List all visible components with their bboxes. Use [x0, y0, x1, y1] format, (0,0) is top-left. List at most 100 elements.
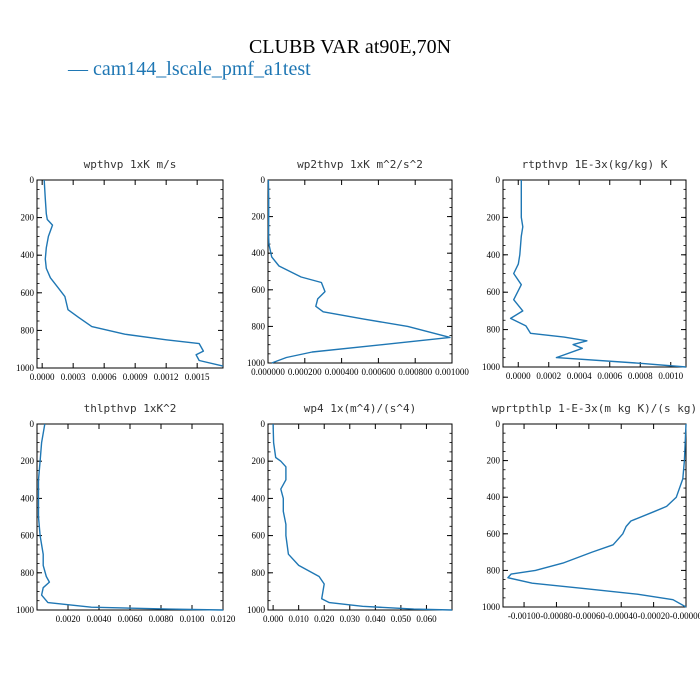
plot-frame — [502, 179, 687, 368]
x-tick-label: 0.000200 — [288, 367, 322, 377]
legend-entry: — cam144_lscale_pmf_a1test — [68, 58, 311, 81]
series-line — [43, 179, 224, 367]
x-tick-label: 0.0006 — [597, 371, 622, 381]
x-tick-label: 0.0002 — [536, 371, 561, 381]
y-tick-label: 200 — [252, 212, 266, 222]
y-tick-label: 1000 — [482, 362, 501, 372]
x-tick-label: 0.0006 — [92, 372, 117, 382]
y-tick-label: 0 — [496, 419, 501, 429]
y-tick-label: 400 — [487, 492, 501, 502]
x-tick-label: 0.000600 — [362, 367, 396, 377]
chart-title: wprtpthlp 1-E-3x(m kg K)/(s kg) — [492, 402, 697, 415]
y-tick-label: 800 — [21, 325, 35, 335]
series-line — [37, 423, 224, 611]
page-title: CLUBB VAR at90E,70N — [248, 36, 452, 58]
chart-3: rtpthvp 1E-3x(kg/kg) K 0 200 400 600 800 1000 0… — [482, 158, 687, 381]
y-tick-label: 200 — [21, 213, 35, 223]
y-tick-label: 800 — [21, 568, 35, 578]
chart-title: wp4 1x(m^4)/(s^4) — [304, 402, 417, 415]
y-tick-label: 200 — [252, 456, 266, 466]
y-tick-label: 0 — [261, 175, 266, 185]
y-tick-label: 400 — [487, 250, 501, 260]
y-tick-label: 1000 — [16, 363, 35, 373]
x-tick-label: 0.050 — [391, 614, 412, 624]
x-tick-label: 0.0003 — [61, 372, 86, 382]
legend-series-name: cam144_lscale_pmf_a1test — [93, 58, 311, 80]
x-tick-label: 0.000000 — [251, 367, 285, 377]
y-tick-label: 600 — [252, 285, 266, 295]
y-tick-label: 200 — [487, 212, 501, 222]
series-line — [509, 180, 687, 368]
x-tick-label: 0.0040 — [87, 614, 112, 624]
x-tick-label: -0.00020 — [637, 611, 670, 621]
chart-title: wpthvp 1xK m/s — [84, 158, 177, 171]
y-tick-label: 600 — [21, 531, 35, 541]
x-tick-label: 0.0012 — [154, 372, 179, 382]
x-tick-label: 0.0015 — [185, 372, 210, 382]
y-tick-label: 0 — [30, 419, 35, 429]
y-tick-label: 400 — [252, 248, 266, 258]
chart-title: rtpthvp 1E-3x(kg/kg) K — [522, 158, 668, 171]
y-tick-label: 800 — [487, 565, 501, 575]
series-line — [507, 423, 687, 608]
chart-title: thlpthvp 1xK^2 — [84, 402, 177, 415]
y-tick-label: 400 — [252, 493, 266, 503]
x-tick-label: 0.001000 — [435, 367, 469, 377]
y-tick-label: 800 — [487, 325, 501, 335]
x-tick-label: -0.00100 — [508, 611, 541, 621]
y-tick-label: 1000 — [247, 358, 266, 368]
x-tick-label: -0.00080 — [540, 611, 573, 621]
legend-line-icon: — — [68, 58, 93, 80]
x-tick-label: 0.030 — [340, 614, 361, 624]
x-tick-label: 0.000 — [263, 614, 284, 624]
x-tick-label: 0.000800 — [398, 367, 432, 377]
x-tick-label: 0.0000 — [506, 371, 531, 381]
x-tick-label: 0.020 — [314, 614, 335, 624]
plot-frame — [36, 179, 224, 369]
y-tick-label: 0 — [261, 419, 266, 429]
y-tick-label: 200 — [21, 456, 35, 466]
x-tick-label: 0.040 — [365, 614, 386, 624]
plot-frame — [267, 423, 453, 611]
chart-4: thlpthvp 1xK^2 0 200 400 600 800 1000 0.0020 0.0… — [16, 402, 236, 624]
y-tick-label: 1000 — [16, 605, 35, 615]
y-tick-label: 0 — [30, 175, 35, 185]
y-tick-label: 600 — [487, 287, 501, 297]
x-tick-label: 0.010 — [289, 614, 310, 624]
x-tick-label: 0.0100 — [180, 614, 205, 624]
x-tick-label: 0.060 — [416, 614, 437, 624]
series-line — [267, 179, 451, 364]
x-tick-label: 0.0008 — [628, 371, 653, 381]
chart-title: wp2thvp 1xK m^2/s^2 — [297, 158, 423, 171]
x-tick-label: 0.0000 — [30, 372, 55, 382]
plot-frame — [267, 179, 453, 364]
chart-2: wp2thvp 1xK m^2/s^2020040060080010000.00… — [247, 158, 469, 377]
y-tick-label: 600 — [21, 288, 35, 298]
x-tick-label: -0.00040 — [605, 611, 638, 621]
x-tick-label: 0.0060 — [118, 614, 143, 624]
plot-frame — [502, 423, 687, 608]
y-tick-label: 600 — [487, 529, 501, 539]
y-tick-label: 800 — [252, 568, 266, 578]
y-tick-label: 400 — [21, 250, 35, 260]
x-tick-label: 0.0004 — [567, 371, 592, 381]
y-tick-label: 0 — [496, 175, 501, 185]
x-tick-label: 0.0010 — [658, 371, 683, 381]
y-tick-label: 200 — [487, 456, 501, 466]
x-tick-label: -0.00060 — [573, 611, 606, 621]
y-tick-label: 1000 — [482, 602, 501, 612]
y-tick-label: 400 — [21, 493, 35, 503]
y-tick-label: 800 — [252, 321, 266, 331]
y-tick-label: 1000 — [247, 605, 266, 615]
chart-6: wprtpthlp 1-E-3x(m kg K)/(s kg) 0 200 400 60… — [482, 402, 700, 621]
x-tick-label: 0.0009 — [123, 372, 148, 382]
x-tick-label: 0.0080 — [149, 614, 174, 624]
x-tick-label: 0.000400 — [325, 367, 359, 377]
x-tick-label: 0.0020 — [56, 614, 81, 624]
x-tick-label: 0.0120 — [211, 614, 236, 624]
x-tick-label: -0.00000 — [670, 611, 700, 621]
series-line — [272, 423, 453, 611]
